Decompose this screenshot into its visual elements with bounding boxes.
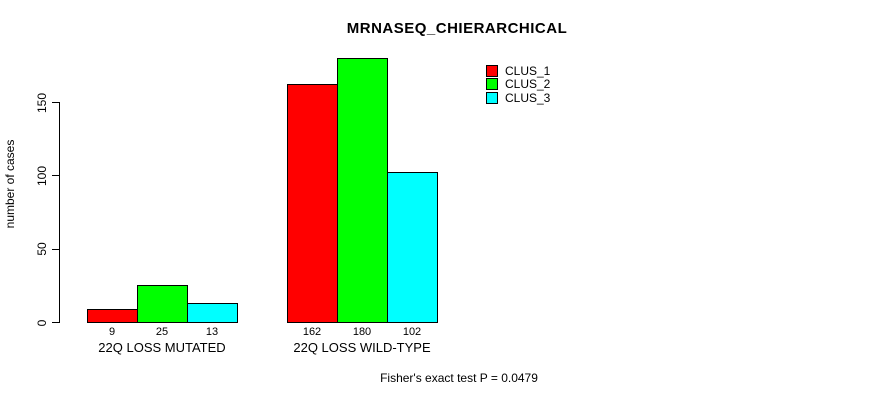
bar-clus_2-1 bbox=[137, 284, 188, 323]
bar-value-label: 25 bbox=[155, 326, 169, 338]
legend-item-clus_3: CLUS_3 bbox=[486, 91, 550, 105]
legend-swatch-icon bbox=[486, 91, 498, 104]
y-axis-tick-label: 50 bbox=[35, 242, 49, 256]
bar-clus_3-2 bbox=[387, 171, 438, 323]
legend-item-clus_1: CLUS_1 bbox=[486, 64, 550, 78]
legend: CLUS_1 CLUS_2 CLUS_3 bbox=[486, 64, 550, 105]
legend-label: CLUS_3 bbox=[505, 90, 551, 105]
y-axis-line bbox=[59, 102, 60, 323]
y-axis-tick bbox=[52, 248, 59, 250]
y-axis-tick-label: 150 bbox=[35, 92, 49, 113]
legend-label: CLUS_1 bbox=[505, 63, 551, 78]
y-axis-tick bbox=[52, 102, 59, 103]
bar-value-label: 180 bbox=[352, 326, 372, 338]
x-axis-group-label: 22Q LOSS MUTATED bbox=[98, 340, 226, 355]
bar-clus_1-2 bbox=[287, 83, 338, 323]
chart-title: MRNASEQ_CHIERARCHICAL bbox=[346, 20, 568, 37]
y-axis-tick-label: 100 bbox=[35, 165, 49, 186]
bar-clus_2-2 bbox=[337, 57, 388, 323]
legend-label: CLUS_2 bbox=[505, 77, 551, 92]
legend-item-clus_2: CLUS_2 bbox=[486, 77, 551, 92]
fisher-test-note: Fisher's exact test P = 0.0479 bbox=[380, 371, 538, 385]
bar-clus_3-1 bbox=[187, 302, 238, 323]
y-axis-tick bbox=[52, 322, 59, 323]
legend-swatch-icon bbox=[486, 64, 498, 77]
y-axis-label: number of cases bbox=[3, 139, 17, 229]
bar-value-label: 102 bbox=[402, 326, 422, 338]
bar-value-label: 162 bbox=[302, 326, 322, 338]
y-axis-tick-label: 0 bbox=[35, 319, 49, 326]
bar-value-label: 9 bbox=[108, 326, 116, 338]
y-axis-tick bbox=[52, 175, 59, 177]
bar-value-label: 13 bbox=[205, 326, 219, 338]
legend-swatch-icon bbox=[486, 78, 498, 91]
x-axis-group-label: 22Q LOSS WILD-TYPE bbox=[293, 340, 431, 355]
bar-clus_1-1 bbox=[87, 308, 138, 323]
